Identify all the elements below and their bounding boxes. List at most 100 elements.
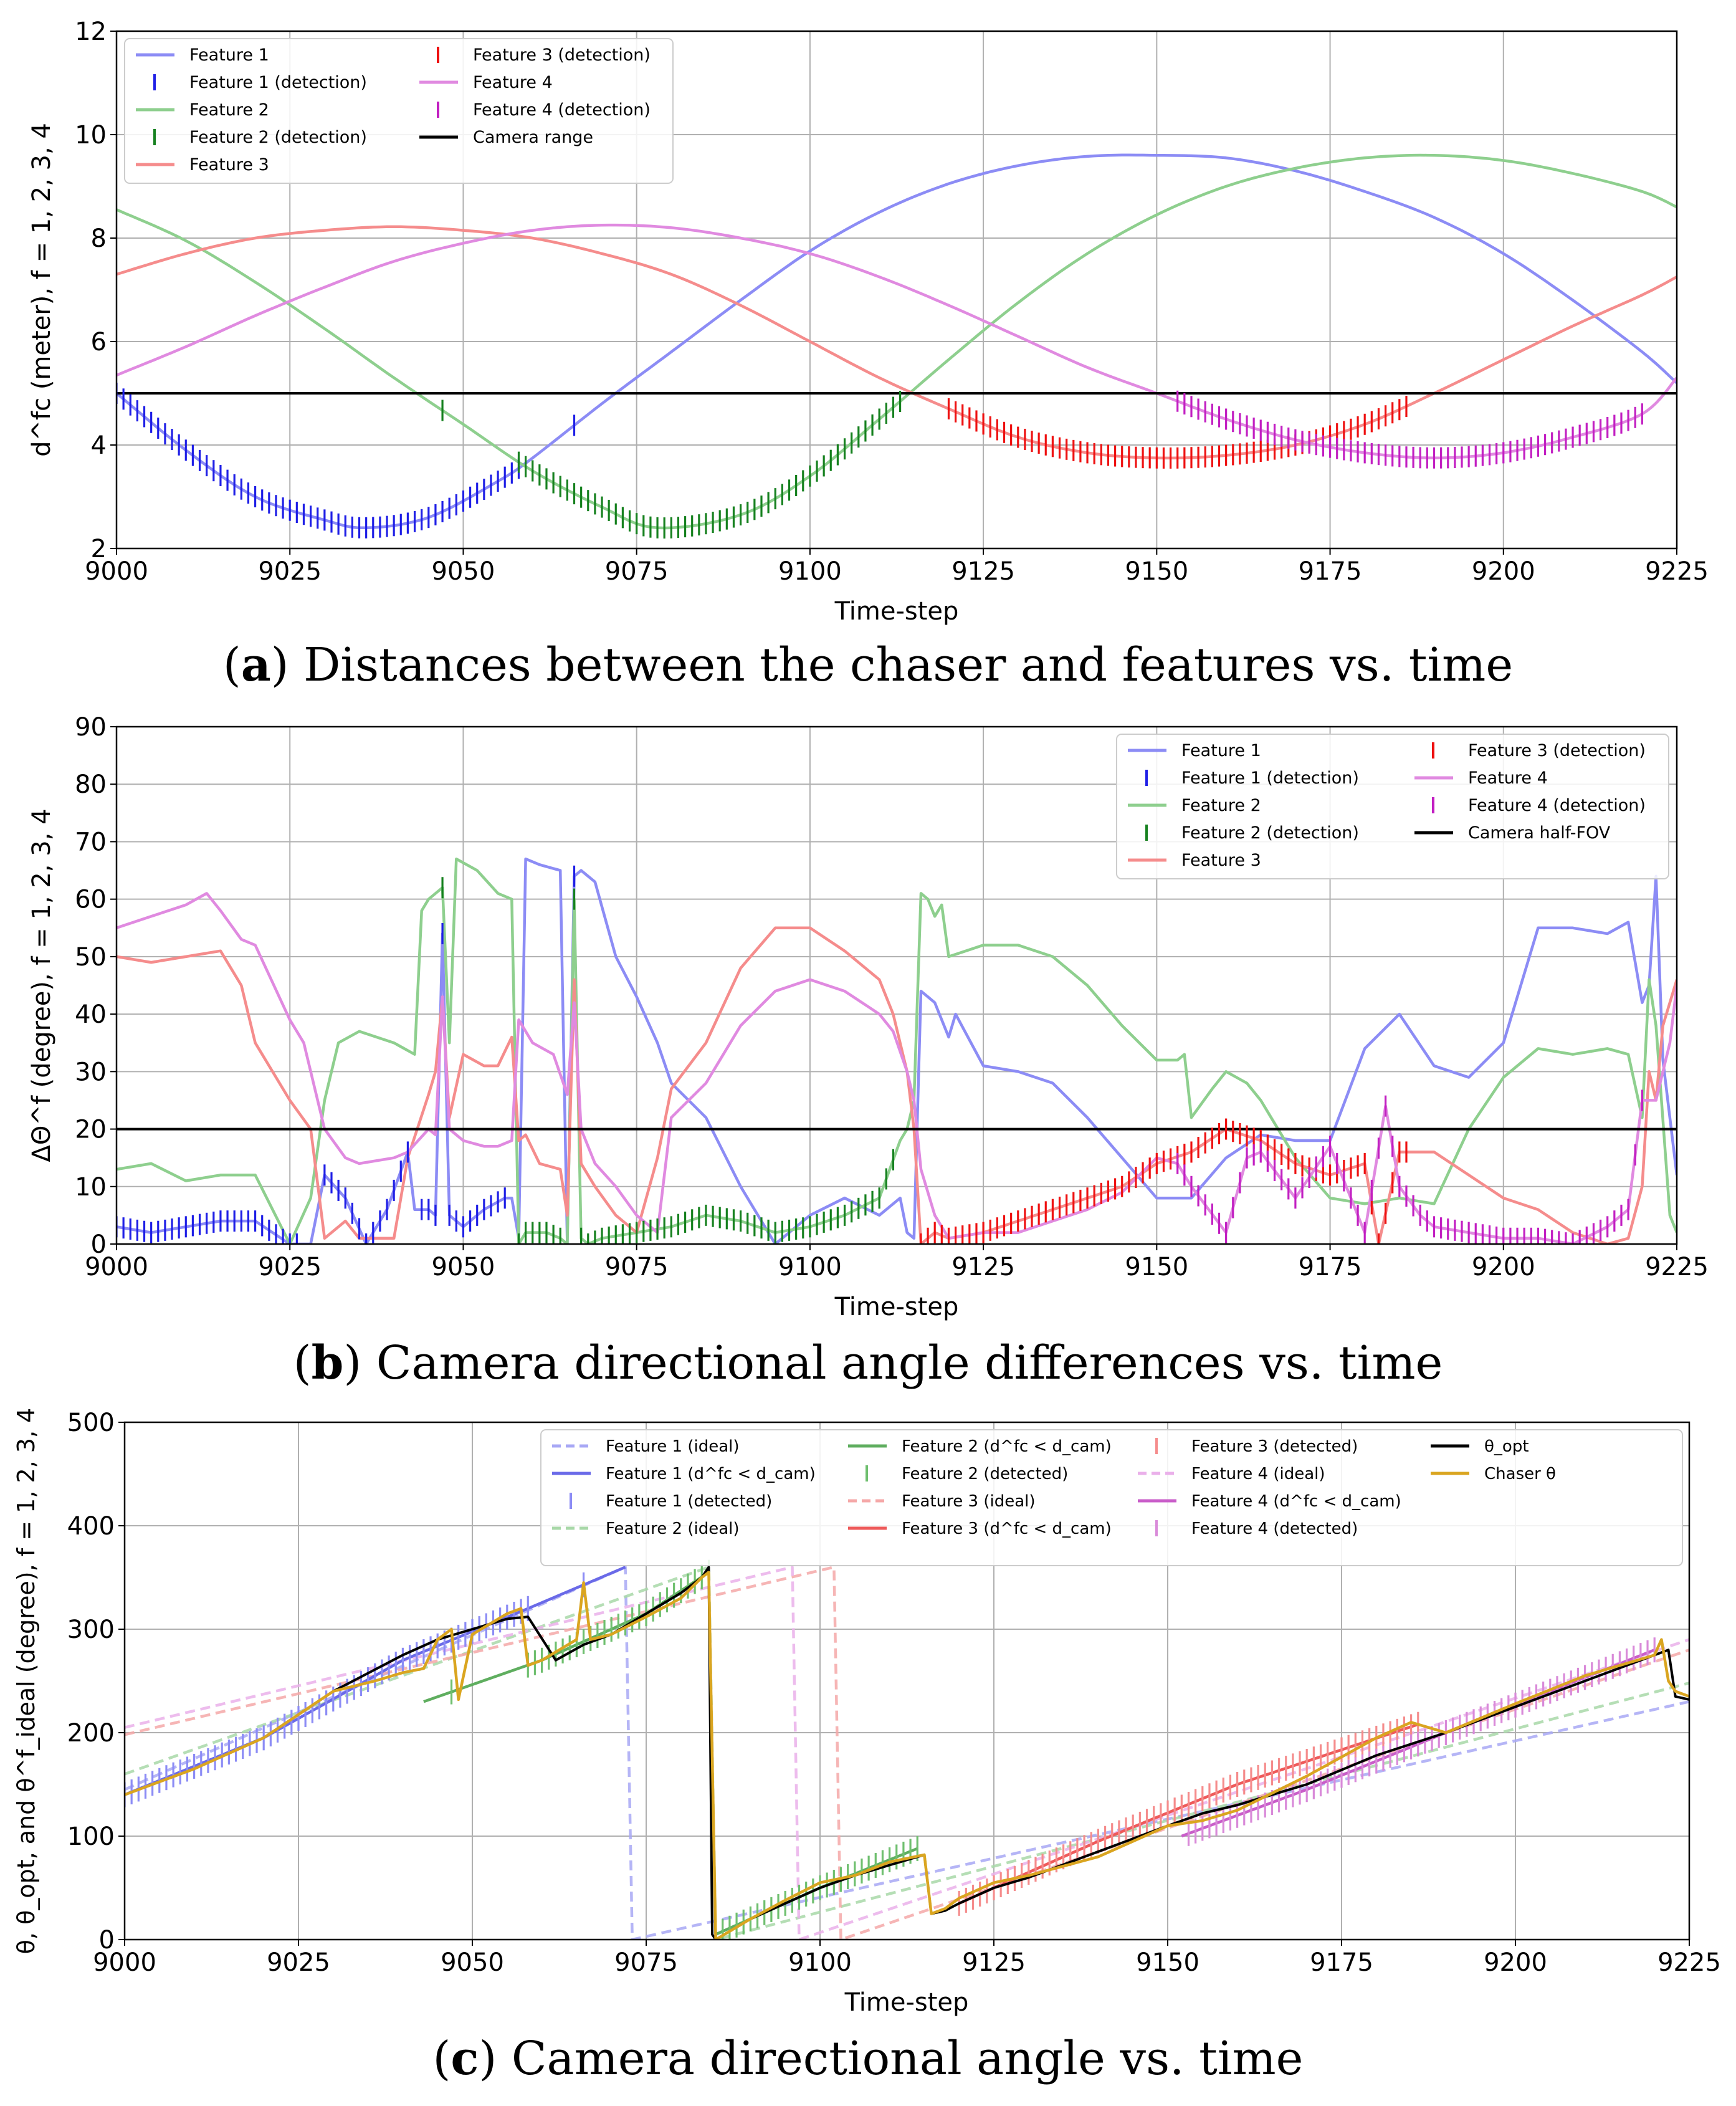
caption-letter: c	[451, 2032, 479, 2085]
legend-item-feature-4-ideal: Feature 4 (ideal)	[1138, 1465, 1325, 1483]
caption-letter: a	[241, 638, 271, 692]
y-tick-label: 40	[75, 1000, 107, 1029]
detections-feature-3-detected	[958, 1711, 1419, 1916]
caption: (b) Camera directional angle differences…	[293, 1336, 1443, 1390]
legend-box	[540, 1429, 1683, 1566]
x-tick-label: 9000	[85, 1253, 148, 1281]
y-tick-label: 200	[67, 1719, 115, 1748]
series-lines	[117, 857, 1677, 1244]
legend-label: Feature 1	[1181, 741, 1261, 760]
legend-label: Feature 1 (detection)	[1181, 768, 1359, 788]
legend-item-feature-1-detected: Feature 1 (detected)	[570, 1492, 772, 1511]
caption-text: Camera directional angle vs. time	[512, 2032, 1304, 2085]
y-tick-label: 500	[67, 1409, 115, 1437]
x-tick-label: 9225	[1657, 1948, 1721, 1977]
detections-feature-1-detection	[117, 383, 576, 538]
detections-feature-4-detection	[1176, 1089, 1643, 1244]
detections-feature-2-detection	[441, 877, 895, 1244]
legend-label: Feature 1 (detection)	[189, 73, 367, 92]
x-tick-label: 9225	[1645, 557, 1709, 586]
x-tick-label: 9100	[778, 557, 842, 586]
legend-item-feature-1-d-fc-d-cam: Feature 1 (d^fc < d_cam)	[552, 1465, 816, 1483]
x-tick-labels: 9000 9025 9050 9075 9100 9125 9150 9175 9200 9225	[85, 548, 1709, 586]
series-feature-2	[117, 153, 1677, 530]
y-axis-label: ΔΘ^f (degree), f = 1, 2, 3, 4	[27, 808, 56, 1162]
legend-label: Feature 2 (detected)	[902, 1465, 1068, 1483]
y-tick-labels: 0 100 200 300 400 500	[67, 1409, 125, 1955]
legend-item-feature-4-detection: Feature 4 (detection)	[1432, 796, 1646, 815]
legend-item-chaser: Chaser θ	[1431, 1465, 1556, 1483]
x-tick-label: 9075	[605, 557, 669, 586]
x-tick-label: 9150	[1125, 1253, 1188, 1281]
series-opt	[125, 1566, 1689, 1940]
legend-item-feature-4: Feature 4	[419, 73, 553, 92]
legend-label: Camera half-FOV	[1468, 823, 1611, 843]
y-tick-label: 0	[91, 1230, 107, 1259]
series-feature-3	[117, 926, 1677, 1244]
x-tick-label: 9050	[432, 1253, 495, 1281]
x-tick-label: 9200	[1484, 1948, 1547, 1977]
legend-item-feature-1: Feature 1	[1128, 741, 1261, 760]
x-tick-label: 9125	[951, 557, 1015, 586]
x-tick-label: 9125	[951, 1253, 1015, 1281]
legend: Feature 1 Feature 1 (detection) Feature 2 F…	[1116, 734, 1669, 879]
legend-item-feature-3: Feature 3	[1128, 851, 1261, 870]
legend-label: Feature 3	[1181, 851, 1261, 870]
x-tick-label: 9050	[441, 1948, 504, 1977]
panel-b-angle-differences: 9000 9025 9050 9075 9100 9125 9150 9175 9200 9225…	[27, 713, 1709, 1390]
legend-label: Feature 4 (detection)	[1468, 796, 1646, 815]
legend-label: Feature 1 (detected)	[606, 1492, 772, 1511]
series-feature-2-d-fc-d-cam	[423, 1571, 710, 1703]
y-axis-label: θ, θ_opt, and θ^f_ideal (degree), f = 1,…	[12, 1408, 40, 1955]
legend-item-opt: θ_opt	[1431, 1437, 1529, 1456]
x-axis-label: Time-step	[834, 597, 959, 626]
x-tick-label: 9000	[93, 1948, 156, 1977]
detections-feature-3-detection	[920, 1118, 1408, 1244]
legend-item-camera-range: Camera range	[419, 128, 593, 147]
legend-item-camera-half-fov: Camera half-FOV	[1414, 823, 1611, 843]
x-tick-label: 9025	[258, 1253, 322, 1281]
caption: (c) Camera directional angle vs. time	[433, 2032, 1304, 2085]
detection-ticks	[117, 865, 1643, 1244]
legend-item-feature-1-detection: Feature 1 (detection)	[153, 73, 367, 92]
x-tick-labels: 9000 9025 9050 9075 9100 9125 9150 9175 9200 9225	[85, 1244, 1709, 1281]
legend-label: Feature 1 (d^fc < d_cam)	[606, 1465, 816, 1483]
caption-text: Camera directional angle differences vs.…	[376, 1336, 1443, 1390]
series-feature-3	[117, 225, 1677, 460]
y-tick-label: 400	[67, 1512, 115, 1541]
y-tick-label: 80	[75, 770, 107, 799]
legend-label: Feature 3 (detection)	[1468, 741, 1646, 760]
x-tick-label: 9050	[432, 557, 495, 586]
legend-item-feature-1-detection: Feature 1 (detection)	[1145, 768, 1359, 788]
y-tick-label: 10	[75, 121, 107, 150]
x-axis-label: Time-step	[834, 1293, 959, 1321]
legend-label: Feature 2 (ideal)	[606, 1520, 740, 1538]
legend-item-feature-3-detection: Feature 3 (detection)	[437, 45, 651, 65]
x-tick-label: 9175	[1299, 557, 1362, 586]
caption-text: Distances between the chaser and feature…	[303, 638, 1513, 692]
caption-letter: b	[312, 1336, 344, 1390]
x-tick-label: 9100	[778, 1253, 842, 1281]
legend-item-feature-2-d-fc-d-cam: Feature 2 (d^fc < d_cam)	[848, 1437, 1112, 1456]
series-feature-4-ideal	[125, 1566, 1689, 1940]
caption: (a) Distances between the chaser and fea…	[223, 638, 1513, 692]
legend-item-feature-3-ideal: Feature 3 (ideal)	[848, 1492, 1036, 1511]
y-tick-label: 50	[75, 943, 107, 972]
x-tick-labels: 9000 9025 9050 9075 9100 9125 9150 9175 9200 9225	[93, 1940, 1721, 1977]
y-tick-label: 70	[75, 828, 107, 856]
detections-feature-2-detection	[441, 391, 902, 539]
legend-label: Feature 2	[1181, 796, 1261, 815]
legend-item-feature-1-ideal: Feature 1 (ideal)	[552, 1437, 740, 1456]
detection-ticks	[125, 1559, 1656, 1940]
series-feature-2	[117, 857, 1677, 1244]
legend-item-feature-3-detection: Feature 3 (detection)	[1432, 741, 1646, 760]
legend-item-feature-2: Feature 2	[136, 100, 269, 120]
legend-label: Feature 1 (ideal)	[606, 1437, 740, 1456]
legend-label: Feature 2 (detection)	[1181, 823, 1359, 843]
y-tick-label: 0	[99, 1926, 115, 1955]
y-tick-label: 4	[91, 431, 107, 460]
x-tick-label: 9150	[1136, 1948, 1199, 1977]
legend-item-feature-4-detection: Feature 4 (detection)	[437, 100, 651, 120]
y-tick-label: 10	[75, 1173, 107, 1202]
